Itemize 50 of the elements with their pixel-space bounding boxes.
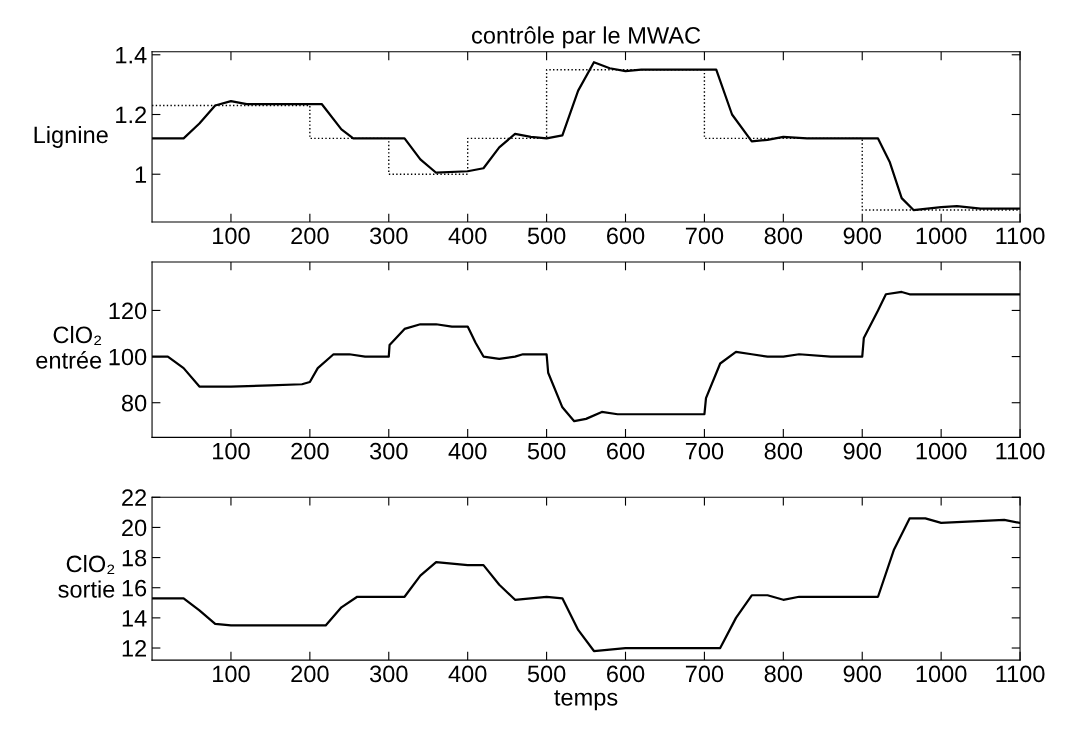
x-tick-label: 500 xyxy=(527,442,566,460)
y-tick-label: 18 xyxy=(122,549,147,567)
y-axis-title: ClO₂ sortie xyxy=(58,554,115,598)
x-tick-label: 600 xyxy=(607,665,645,683)
x-tick-label: 1000 xyxy=(916,442,967,460)
x-tick-label: 1000 xyxy=(916,227,967,245)
x-tick-label: 700 xyxy=(685,665,724,683)
x-tick-label: 600 xyxy=(607,227,645,245)
y-tick-label: 20 xyxy=(122,519,147,537)
y-axis-title: ClO₂ entrée xyxy=(36,325,102,369)
x-tick-label: 1100 xyxy=(996,665,1045,683)
y-tick-label: 120 xyxy=(109,302,147,320)
x-tick-label: 100 xyxy=(213,665,250,683)
chart-title: contrôle par le MWAC xyxy=(472,26,701,49)
x-tick-label: 900 xyxy=(843,442,882,460)
x-tick-label: 300 xyxy=(369,227,408,245)
y-tick-label: 22 xyxy=(122,489,146,506)
x-tick-label: 1100 xyxy=(996,442,1045,460)
x-tick-label: 300 xyxy=(369,665,408,683)
x-tick-label: 700 xyxy=(685,227,724,245)
x-tick-label: 700 xyxy=(685,442,724,460)
x-tick-label: 1000 xyxy=(916,665,967,683)
x-tick-label: 200 xyxy=(291,227,329,245)
x-tick-label: 400 xyxy=(448,227,487,245)
x-tick-label: 400 xyxy=(448,442,487,460)
x-tick-label: 400 xyxy=(448,665,487,683)
x-tick-label: 200 xyxy=(291,442,329,460)
x-tick-label: 200 xyxy=(291,665,329,683)
x-tick-label: 500 xyxy=(527,665,566,683)
x-tick-label: 100 xyxy=(213,227,250,245)
x-tick-label: 800 xyxy=(764,665,803,683)
y-tick-label: 80 xyxy=(121,394,147,412)
x-axis-title: temps xyxy=(554,690,618,711)
x-tick-label: 100 xyxy=(213,442,250,460)
x-tick-label: 800 xyxy=(764,227,803,245)
x-tick-label: 900 xyxy=(843,665,882,683)
x-tick-label: 300 xyxy=(369,442,408,460)
x-tick-label: 1100 xyxy=(996,227,1045,245)
y-tick-label: 1.2 xyxy=(116,106,146,124)
y-tick-label: 12 xyxy=(122,640,146,657)
y-axis-title: Lignine xyxy=(34,125,108,148)
x-tick-label: 800 xyxy=(764,442,803,460)
x-tick-label: 900 xyxy=(843,227,882,245)
y-tick-label: 1 xyxy=(135,166,147,183)
x-tick-label: 600 xyxy=(607,442,645,460)
y-tick-label: 100 xyxy=(109,348,147,366)
x-tick-label: 500 xyxy=(527,227,566,245)
y-tick-label: 16 xyxy=(122,579,147,597)
y-tick-label: 14 xyxy=(122,610,147,627)
y-tick-label: 1.4 xyxy=(116,47,147,64)
